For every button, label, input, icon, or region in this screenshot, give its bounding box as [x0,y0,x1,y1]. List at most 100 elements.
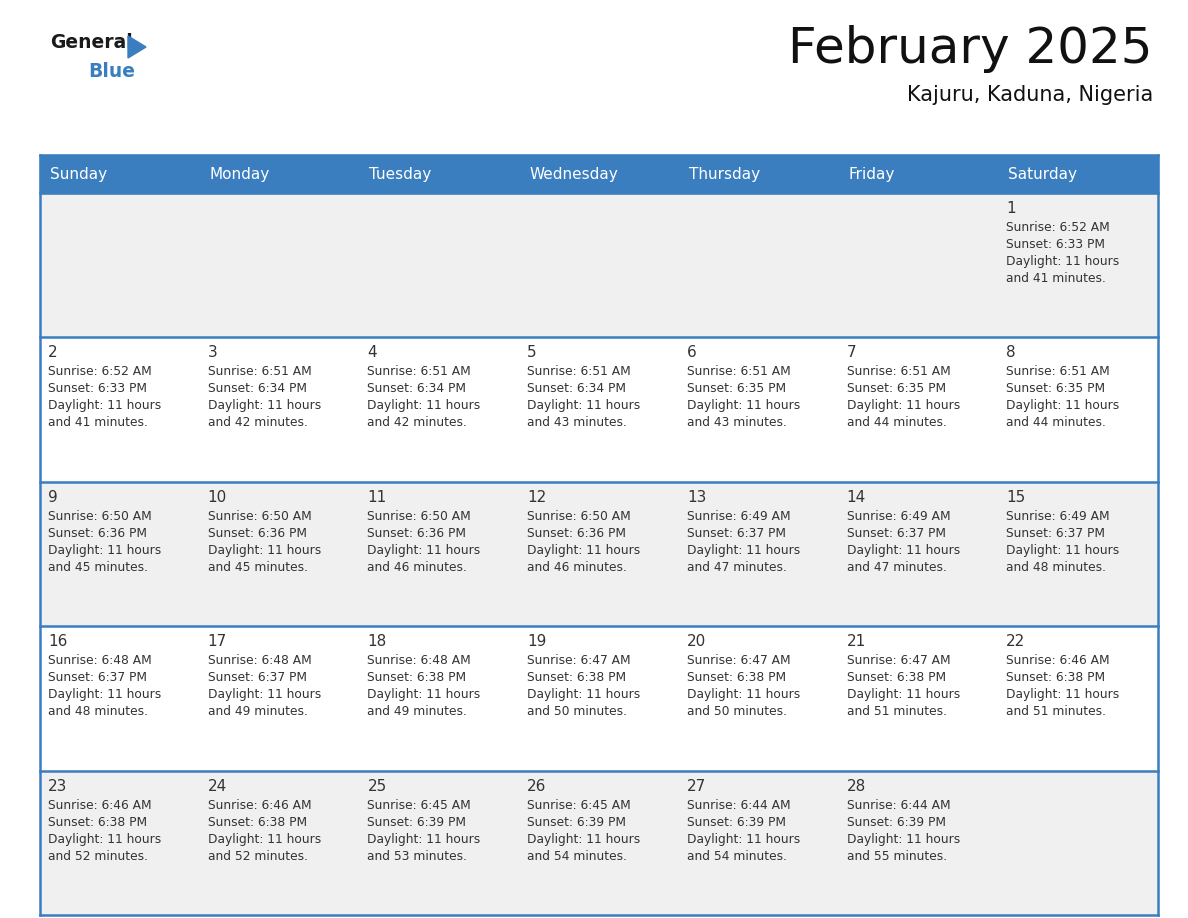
Text: and 52 minutes.: and 52 minutes. [208,849,308,863]
Text: Daylight: 11 hours: Daylight: 11 hours [527,399,640,412]
Text: Sunrise: 6:51 AM: Sunrise: 6:51 AM [367,365,472,378]
Text: Monday: Monday [210,166,270,182]
Text: Sunday: Sunday [50,166,107,182]
Text: Sunset: 6:38 PM: Sunset: 6:38 PM [527,671,626,684]
Text: 15: 15 [1006,490,1025,505]
Text: Sunrise: 6:50 AM: Sunrise: 6:50 AM [527,509,631,522]
Text: Sunrise: 6:51 AM: Sunrise: 6:51 AM [208,365,311,378]
Text: Sunset: 6:38 PM: Sunset: 6:38 PM [208,815,307,829]
Text: 11: 11 [367,490,386,505]
Text: Sunset: 6:37 PM: Sunset: 6:37 PM [48,671,147,684]
Bar [40,155,1158,193]
Text: 25: 25 [367,778,386,793]
Text: and 41 minutes.: and 41 minutes. [1006,272,1106,285]
Text: Sunset: 6:39 PM: Sunset: 6:39 PM [367,815,467,829]
Text: Daylight: 11 hours: Daylight: 11 hours [687,399,800,412]
Text: and 44 minutes.: and 44 minutes. [847,417,947,430]
Text: and 49 minutes.: and 49 minutes. [367,705,467,718]
Text: Sunrise: 6:49 AM: Sunrise: 6:49 AM [847,509,950,522]
Text: 26: 26 [527,778,546,793]
Text: Sunset: 6:34 PM: Sunset: 6:34 PM [527,383,626,396]
Text: Sunrise: 6:50 AM: Sunrise: 6:50 AM [208,509,311,522]
Text: Sunrise: 6:52 AM: Sunrise: 6:52 AM [1006,221,1110,234]
Text: 7: 7 [847,345,857,361]
Text: Sunset: 6:39 PM: Sunset: 6:39 PM [687,815,785,829]
Text: Daylight: 11 hours: Daylight: 11 hours [48,399,162,412]
Text: Sunrise: 6:45 AM: Sunrise: 6:45 AM [367,799,472,812]
Text: Sunrise: 6:52 AM: Sunrise: 6:52 AM [48,365,152,378]
Text: Sunset: 6:37 PM: Sunset: 6:37 PM [687,527,785,540]
Text: 6: 6 [687,345,696,361]
Text: and 48 minutes.: and 48 minutes. [1006,561,1106,574]
Text: Sunset: 6:38 PM: Sunset: 6:38 PM [847,671,946,684]
Text: Sunset: 6:38 PM: Sunset: 6:38 PM [687,671,786,684]
Text: Sunrise: 6:47 AM: Sunrise: 6:47 AM [527,655,631,667]
Text: Daylight: 11 hours: Daylight: 11 hours [847,543,960,557]
Text: 8: 8 [1006,345,1016,361]
Text: Sunset: 6:38 PM: Sunset: 6:38 PM [1006,671,1105,684]
Text: Sunset: 6:37 PM: Sunset: 6:37 PM [1006,527,1105,540]
Text: Daylight: 11 hours: Daylight: 11 hours [208,688,321,701]
Text: and 45 minutes.: and 45 minutes. [208,561,308,574]
Text: and 52 minutes.: and 52 minutes. [48,849,148,863]
Text: Daylight: 11 hours: Daylight: 11 hours [48,833,162,845]
Bar [40,193,1158,338]
Text: Saturday: Saturday [1009,166,1078,182]
Text: 21: 21 [847,634,866,649]
Text: Sunrise: 6:51 AM: Sunrise: 6:51 AM [687,365,790,378]
Text: Daylight: 11 hours: Daylight: 11 hours [1006,543,1119,557]
Text: Sunset: 6:35 PM: Sunset: 6:35 PM [687,383,786,396]
Text: Daylight: 11 hours: Daylight: 11 hours [367,833,481,845]
Text: and 42 minutes.: and 42 minutes. [208,417,308,430]
Text: 19: 19 [527,634,546,649]
Text: Daylight: 11 hours: Daylight: 11 hours [1006,255,1119,268]
Text: Daylight: 11 hours: Daylight: 11 hours [367,543,481,557]
Text: Tuesday: Tuesday [369,166,431,182]
Text: Daylight: 11 hours: Daylight: 11 hours [847,833,960,845]
Text: and 41 minutes.: and 41 minutes. [48,417,147,430]
Text: Kajuru, Kaduna, Nigeria: Kajuru, Kaduna, Nigeria [906,85,1154,105]
Text: and 43 minutes.: and 43 minutes. [527,417,627,430]
Bar [40,626,1158,770]
Bar [40,770,1158,915]
Text: Sunrise: 6:48 AM: Sunrise: 6:48 AM [367,655,472,667]
Text: Daylight: 11 hours: Daylight: 11 hours [367,688,481,701]
Text: Daylight: 11 hours: Daylight: 11 hours [208,833,321,845]
Text: 28: 28 [847,778,866,793]
Text: Friday: Friday [848,166,895,182]
Text: and 51 minutes.: and 51 minutes. [1006,705,1106,718]
Text: Blue: Blue [88,62,135,81]
Text: Daylight: 11 hours: Daylight: 11 hours [1006,688,1119,701]
Text: Sunset: 6:36 PM: Sunset: 6:36 PM [208,527,307,540]
Text: Sunrise: 6:47 AM: Sunrise: 6:47 AM [687,655,790,667]
Text: Sunrise: 6:48 AM: Sunrise: 6:48 AM [208,655,311,667]
Text: Daylight: 11 hours: Daylight: 11 hours [208,399,321,412]
Text: 2: 2 [48,345,58,361]
Text: Sunset: 6:39 PM: Sunset: 6:39 PM [847,815,946,829]
Text: Sunset: 6:33 PM: Sunset: 6:33 PM [48,383,147,396]
Text: Sunset: 6:37 PM: Sunset: 6:37 PM [208,671,307,684]
Text: Sunset: 6:37 PM: Sunset: 6:37 PM [847,527,946,540]
Text: Sunrise: 6:49 AM: Sunrise: 6:49 AM [687,509,790,522]
Text: Sunrise: 6:51 AM: Sunrise: 6:51 AM [527,365,631,378]
Text: 17: 17 [208,634,227,649]
Text: Sunset: 6:35 PM: Sunset: 6:35 PM [1006,383,1105,396]
Text: Daylight: 11 hours: Daylight: 11 hours [1006,399,1119,412]
Text: Sunset: 6:39 PM: Sunset: 6:39 PM [527,815,626,829]
Text: and 50 minutes.: and 50 minutes. [527,705,627,718]
Text: Wednesday: Wednesday [529,166,618,182]
Text: and 55 minutes.: and 55 minutes. [847,849,947,863]
Text: Daylight: 11 hours: Daylight: 11 hours [527,688,640,701]
Text: Sunrise: 6:46 AM: Sunrise: 6:46 AM [1006,655,1110,667]
Text: 27: 27 [687,778,706,793]
Text: Sunrise: 6:49 AM: Sunrise: 6:49 AM [1006,509,1110,522]
Text: 14: 14 [847,490,866,505]
Text: Sunset: 6:34 PM: Sunset: 6:34 PM [367,383,467,396]
Text: Daylight: 11 hours: Daylight: 11 hours [687,543,800,557]
Text: Sunrise: 6:50 AM: Sunrise: 6:50 AM [48,509,152,522]
Text: and 49 minutes.: and 49 minutes. [208,705,308,718]
Text: Sunrise: 6:50 AM: Sunrise: 6:50 AM [367,509,472,522]
Text: Sunset: 6:36 PM: Sunset: 6:36 PM [527,527,626,540]
Text: and 47 minutes.: and 47 minutes. [687,561,786,574]
Text: and 46 minutes.: and 46 minutes. [527,561,627,574]
